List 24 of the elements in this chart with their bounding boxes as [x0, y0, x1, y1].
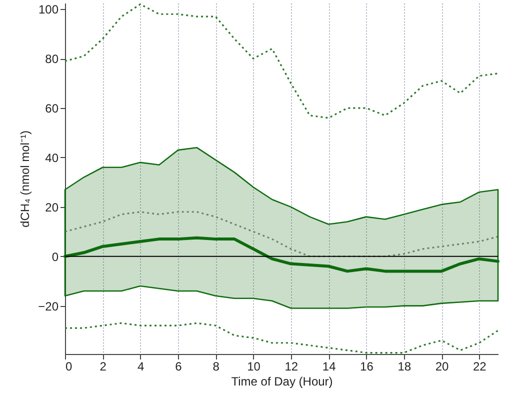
x-tick-label: 14 [322, 360, 336, 374]
y-tick-label: 0 [52, 250, 59, 264]
y-tick-label: 100 [38, 2, 59, 17]
x-tick-label: 6 [175, 360, 182, 374]
x-tick-label: 18 [398, 360, 412, 374]
y-axis-title: dCH₄ (nmol mol⁻¹) [18, 130, 32, 228]
x-tick-label: 8 [212, 360, 220, 374]
y-tick-label: 80 [45, 52, 59, 66]
y-tick-label: 20 [45, 200, 59, 214]
x-tick-label: 16 [360, 360, 374, 374]
x-tick-label: 0 [66, 360, 72, 374]
line-series [64, 211, 499, 258]
y-tick-label: −20 [38, 299, 59, 314]
x-tick-label: 22 [472, 360, 487, 374]
x-tick-label: 20 [435, 360, 450, 374]
x-tick-label: 4 [137, 360, 144, 374]
x-tick-label: 2 [100, 360, 107, 374]
y-tick-label: 40 [45, 150, 59, 165]
x-tick-label: 10 [247, 360, 261, 374]
y-tick-label: 60 [45, 102, 59, 116]
x-tick-label: 12 [284, 360, 298, 374]
line-series [64, 236, 500, 273]
line-series [64, 3, 499, 119]
x-axis-title: Time of Day (Hour) [231, 374, 333, 388]
